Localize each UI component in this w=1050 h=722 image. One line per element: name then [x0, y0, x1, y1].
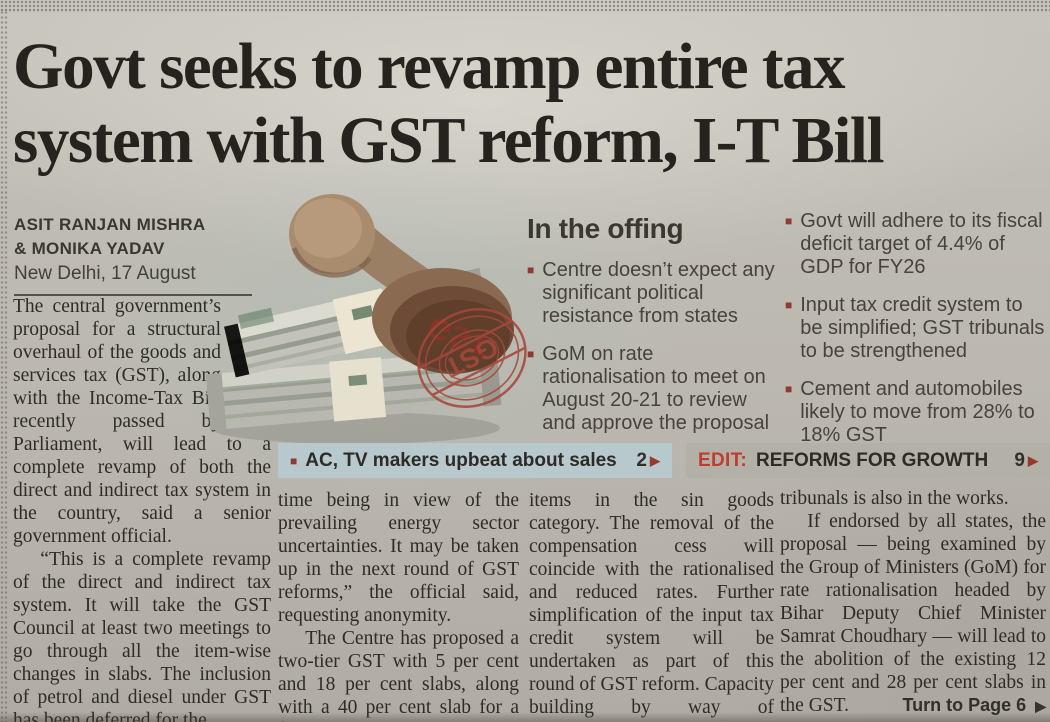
bullet-square-icon: ■	[785, 382, 793, 396]
dateline: New Delhi, 17 August	[14, 263, 196, 284]
byline-author-2: & MONIKA YADAV	[14, 239, 165, 258]
paragraph: “This is a complete revamp of the direct…	[13, 549, 271, 722]
article-column-3: items in the sin goods category. The rem…	[529, 489, 774, 722]
teaser-edit-reforms: EDIT: REFORMS FOR GROWTH 9 ▶	[686, 443, 1050, 478]
paragraph: If endorsed by all states, the proposal …	[780, 510, 1046, 717]
headline-line-2: system with GST reform, I-T Bill	[13, 104, 885, 177]
article-column-1: The central government’s proposal for a …	[13, 295, 271, 722]
headline-line-1: Govt seeks to revamp entire tax	[13, 30, 846, 103]
byline-author-1: ASIT RANJAN MISHRA	[14, 215, 206, 234]
paragraph: tribunals is also in the works.	[780, 488, 1009, 509]
teaser-page-number: 9	[1014, 449, 1025, 471]
bullet-text: Cement and automobiles likely to move fr…	[800, 378, 1035, 446]
bullet-square-icon: ■	[290, 453, 298, 468]
edit-label: EDIT:	[698, 449, 747, 471]
forward-arrow-icon: ▶	[650, 452, 660, 468]
list-item: ■ Centre doesn’t expect any significant …	[527, 259, 777, 328]
forward-arrow-icon: ▶	[1028, 452, 1038, 468]
teaser-text: REFORMS FOR GROWTH	[756, 449, 989, 471]
paragraph-text: If endorsed by all states, the proposal …	[780, 511, 1046, 716]
paragraph: The central government’s proposal for a …	[13, 296, 271, 547]
halftone-edge-top	[0, 0, 1050, 13]
list-item: ■ GoM on rate rationalisation to meet on…	[527, 343, 777, 435]
teaser-ac-tv-sales: ■ AC, TV makers upbeat about sales 2 ▶	[278, 443, 672, 478]
headline: Govt seeks to revamp entire tax system w…	[13, 30, 1030, 178]
bullet-square-icon: ■	[527, 347, 535, 361]
turn-to-page-text: Turn to Page 6	[902, 695, 1027, 715]
bullet-text: Input tax credit system to be simplified…	[800, 294, 1045, 362]
bullet-text: Govt will adhere to its fiscal deficit t…	[800, 210, 1043, 278]
infobox-bullet-list: ■ Govt will adhere to its fiscal deficit…	[785, 210, 1047, 447]
photo-illustration: GST GST	[205, 194, 527, 444]
infobox-highlights: ■ Govt will adhere to its fiscal deficit…	[785, 196, 1047, 462]
bullet-square-icon: ■	[785, 298, 793, 312]
forward-arrow-icon: ▶	[1035, 698, 1046, 714]
bullet-text: GoM on rate rationalisation to meet on A…	[542, 343, 770, 434]
paragraph: items in the sin goods category. The rem…	[529, 490, 774, 722]
infobox-title: In the offing	[527, 213, 684, 244]
infobox-bullet-list: ■ Centre doesn’t expect any significant …	[527, 259, 777, 435]
bullet-text: Centre doesn’t expect any significant po…	[542, 259, 775, 327]
turn-to-page-note: Turn to Page 6 ▶	[903, 694, 1046, 718]
byline-rule	[14, 294, 252, 296]
list-item: ■ Govt will adhere to its fiscal deficit…	[785, 210, 1047, 279]
article-column-2: time being in view of the prevailing ene…	[278, 489, 519, 722]
teaser-page-number: 2	[636, 449, 647, 471]
article-column-4: tribunals is also in the works. If endor…	[780, 487, 1046, 718]
list-item: ■ Input tax credit system to be simplifi…	[785, 294, 1047, 363]
byline: ASIT RANJAN MISHRA & MONIKA YADAV New De…	[14, 213, 264, 296]
bullet-square-icon: ■	[785, 214, 793, 228]
halftone-edge-left	[0, 10, 8, 722]
paragraph: The Centre has proposed a two-tier GST w…	[278, 628, 519, 722]
list-item: ■ Cement and automobiles likely to move …	[785, 378, 1047, 447]
infobox-in-the-offing: In the offing ■ Centre doesn’t expect an…	[527, 213, 777, 450]
teaser-text: AC, TV makers upbeat about sales	[305, 449, 617, 471]
bullet-square-icon: ■	[527, 263, 535, 277]
paragraph: time being in view of the prevailing ene…	[278, 490, 519, 626]
